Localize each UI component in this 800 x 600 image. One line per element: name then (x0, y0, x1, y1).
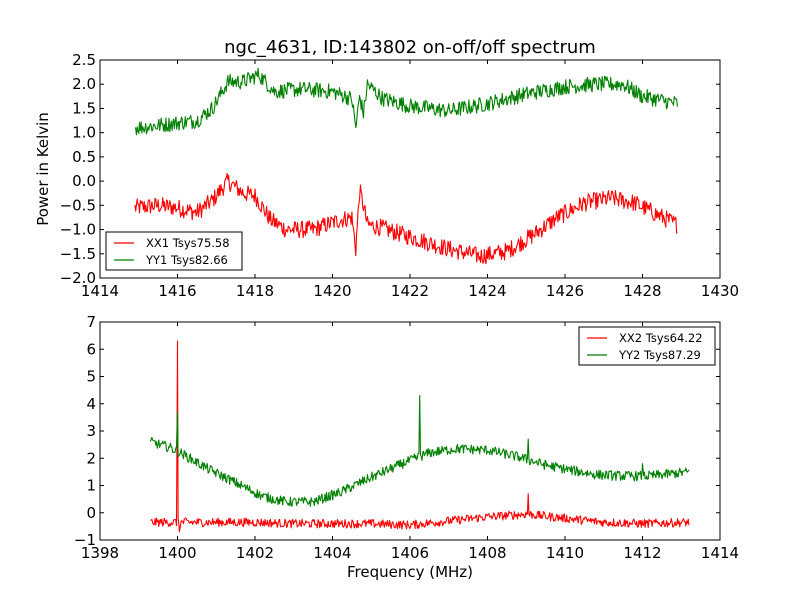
x-tick-label: 1424 (468, 282, 506, 300)
y-tick-label: −1 (74, 531, 96, 549)
x-tick-label: 1404 (313, 544, 351, 562)
legend: XX1 Tsys75.58 YY1 Tsys82.66 (105, 231, 243, 271)
x-tick-label: 1422 (391, 282, 429, 300)
x-tick-label: 1414 (81, 282, 119, 300)
series-line-xx2 (150, 340, 690, 533)
top-panel: 1414 1416 1418 1420 1422 1424 1426 1428 1430 −2.0… (60, 51, 740, 300)
x-tick-label: 1408 (468, 544, 506, 562)
y-tick-label: 1 (86, 477, 96, 495)
legend-label: XX2 Tsys64.22 (619, 331, 703, 345)
y-tick-label: 0 (86, 504, 96, 522)
x-tick-label: 1416 (158, 282, 196, 300)
y-tick-label: 2.5 (72, 51, 96, 69)
x-tick-label: 1400 (158, 544, 196, 562)
legend-box (578, 326, 716, 366)
legend-label: XX1 Tsys75.58 (146, 236, 230, 250)
x-tick-label: 1418 (236, 282, 274, 300)
legend-box (105, 231, 243, 271)
y-axis-label: Power in Kelvin (34, 112, 52, 226)
y-tick-label: 0.0 (72, 172, 96, 190)
x-tick-label: 1428 (623, 282, 661, 300)
y-tick-label: 0.5 (72, 148, 96, 166)
y-tick-label: −1.0 (60, 221, 96, 239)
series-line-xx1 (134, 172, 678, 265)
y-tick-label: −1.5 (60, 245, 96, 263)
x-tick-label: 1398 (81, 544, 119, 562)
y-tick-label: 1.5 (72, 99, 96, 117)
x-axis-label: Frequency (MHz) (347, 563, 473, 581)
series-line-yy2 (149, 395, 690, 507)
x-tick-label: 1412 (623, 544, 661, 562)
y-tick-label: 1.0 (72, 124, 96, 142)
x-tick-label: 1414 (701, 544, 739, 562)
y-tick-label: −0.5 (60, 196, 96, 214)
y-tick-label: 6 (86, 340, 96, 358)
y-tick-label: 3 (86, 422, 96, 440)
legend-label: YY2 Tsys87.29 (618, 348, 701, 362)
legend-label: YY1 Tsys82.66 (145, 253, 228, 267)
y-tick-label: 2.0 (72, 75, 96, 93)
x-tick-label: 1420 (313, 282, 351, 300)
y-tick-label: 7 (86, 313, 96, 331)
x-tick-label: 1402 (236, 544, 274, 562)
y-tick-label: 4 (86, 395, 96, 413)
x-tick-label: 1426 (546, 282, 584, 300)
x-tick-label: 1406 (391, 544, 429, 562)
y-tick-label: 2 (86, 449, 96, 467)
x-tick-label: 1430 (701, 282, 739, 300)
legend: XX2 Tsys64.22 YY2 Tsys87.29 (578, 326, 716, 366)
x-tick-label: 1410 (546, 544, 584, 562)
chart-title: ngc_4631, ID:143802 on-off/off spectrum (224, 37, 596, 58)
y-tick-label: 5 (86, 368, 96, 386)
bottom-panel: 1398 1400 1402 1404 1406 1408 1410 1412 1414 −1 0 1… (74, 313, 739, 562)
series-line-yy1 (134, 67, 678, 136)
y-tick-label: −2.0 (60, 269, 96, 287)
